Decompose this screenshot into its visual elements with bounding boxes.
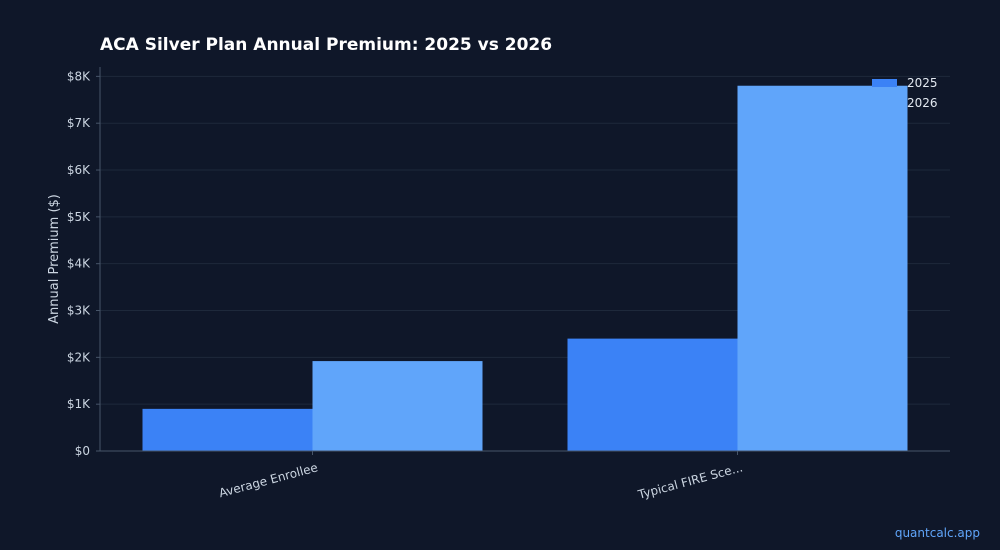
x-tick-label: Typical FIRE Sce... — [636, 460, 745, 502]
y-axis-label: Annual Premium ($) — [47, 194, 62, 324]
y-tick-label: $3K — [67, 304, 91, 318]
legend-label-2025: 2025 — [907, 76, 938, 90]
y-tick-label: $8K — [67, 69, 91, 83]
legend-swatch-2025 — [872, 79, 897, 87]
legend: 2025 2026 — [872, 76, 938, 110]
bars — [142, 85, 908, 452]
y-tick-label: $1K — [67, 397, 91, 411]
grid — [100, 75, 950, 452]
y-tick-label: $5K — [67, 210, 91, 224]
legend-label-2026: 2026 — [907, 96, 938, 110]
chart-title: ACA Silver Plan Annual Premium: 2025 vs … — [100, 35, 552, 55]
bar-2026-2 — [737, 85, 908, 452]
y-tick-label: $0 — [75, 444, 90, 458]
x-tick-label: Average Enrollee — [217, 460, 319, 500]
bar-2025-2 — [567, 338, 738, 451]
bar-2025-1 — [142, 408, 313, 451]
y-tick-label: $6K — [67, 163, 91, 177]
watermark: quantcalc.app — [895, 526, 980, 540]
y-tick-label: $4K — [67, 257, 91, 271]
y-tick-label: $2K — [67, 350, 91, 364]
legend-swatch-2026 — [872, 99, 897, 107]
bar-2026-1 — [312, 361, 483, 451]
y-tick-label: $7K — [67, 116, 91, 130]
